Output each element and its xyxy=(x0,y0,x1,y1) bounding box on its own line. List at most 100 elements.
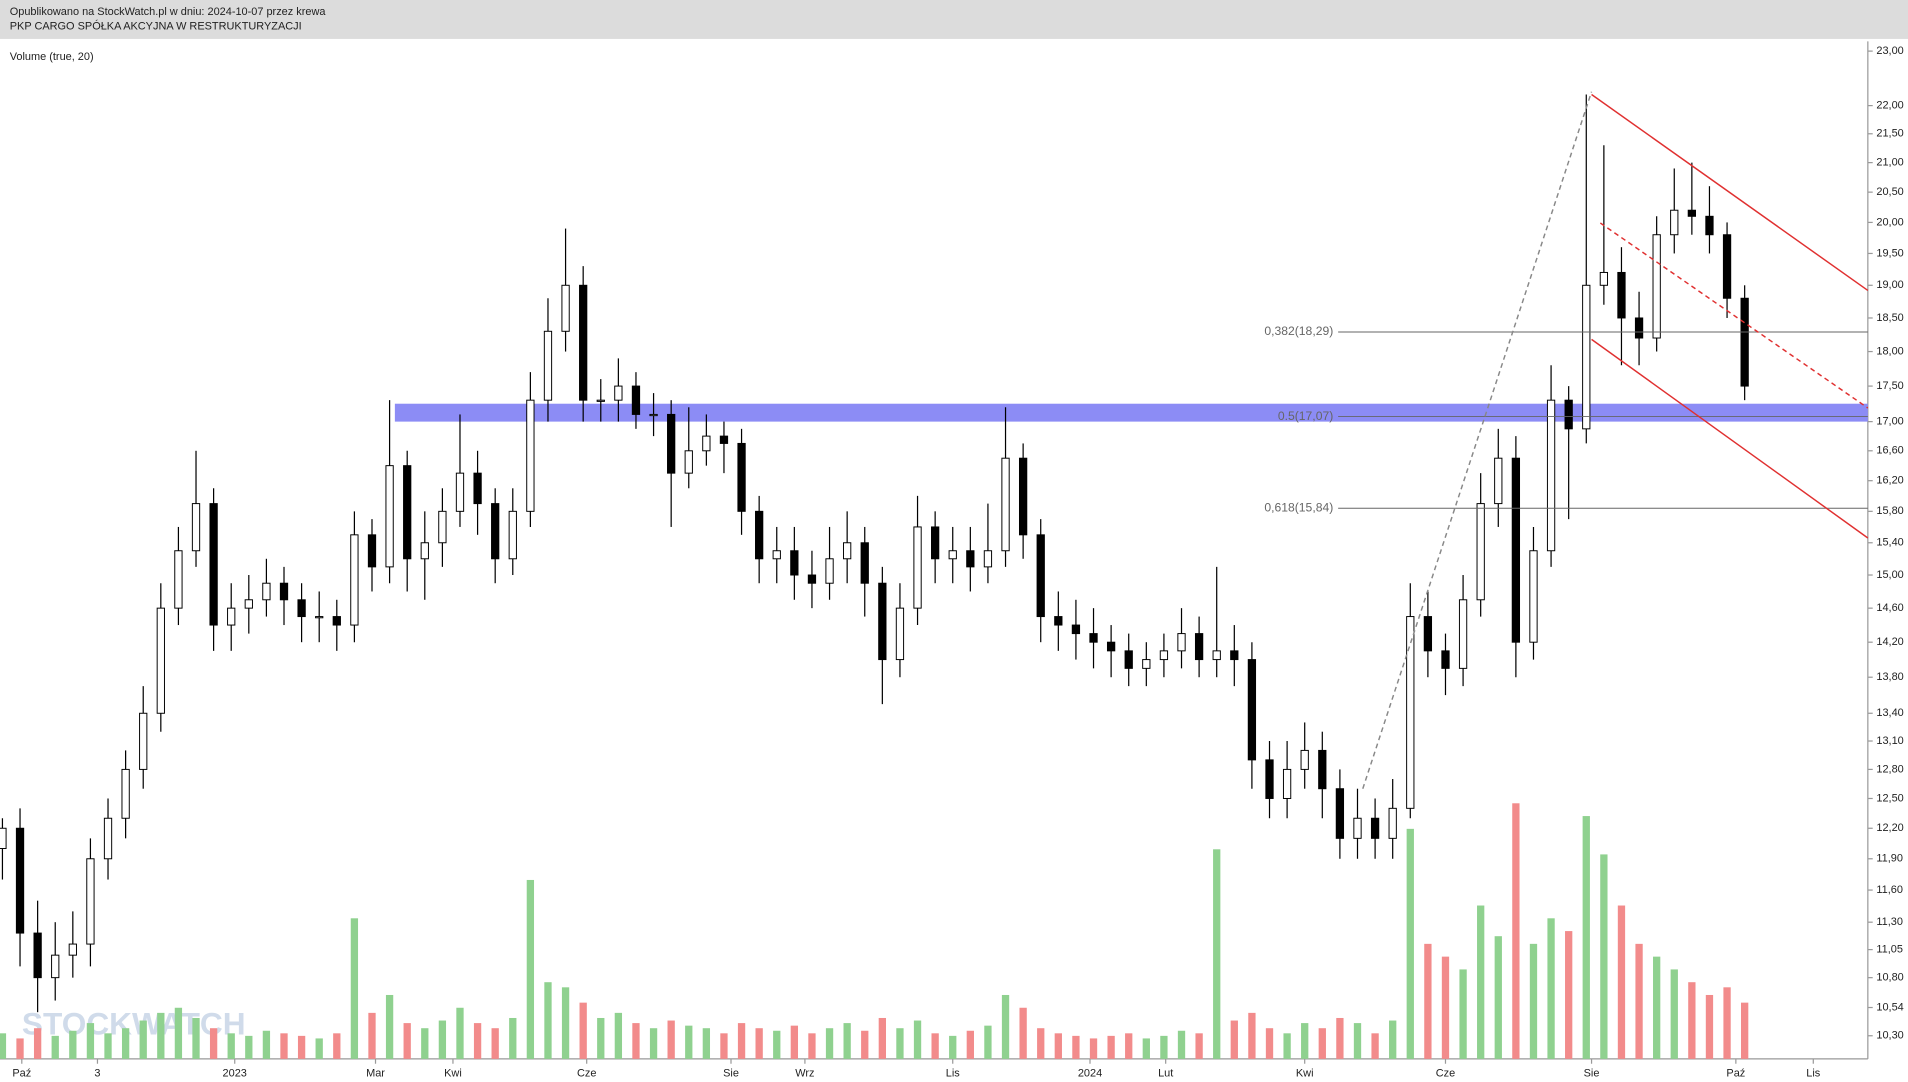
y-tick-label: 11,30 xyxy=(1876,916,1903,928)
candle-body xyxy=(1018,457,1028,536)
volume-bar xyxy=(1160,1035,1168,1059)
candle-body xyxy=(596,399,605,402)
volume-bar xyxy=(773,1030,781,1059)
trendline xyxy=(1591,93,1869,292)
volume-bar xyxy=(421,1028,429,1059)
y-tick-label: 18,00 xyxy=(1876,345,1903,357)
candle-body xyxy=(1740,297,1749,387)
candle-body xyxy=(227,607,236,626)
candle-body xyxy=(1441,650,1450,669)
volume-bar xyxy=(755,1028,763,1059)
volume-bar xyxy=(1600,854,1608,1059)
candle-body xyxy=(1106,641,1116,652)
volume-bar xyxy=(1723,987,1731,1059)
fib-label: 0,618(15,84) xyxy=(1264,500,1333,514)
volume-bar xyxy=(1406,828,1414,1059)
candle-body xyxy=(385,465,394,568)
y-tick-label: 12,50 xyxy=(1876,792,1903,804)
candle-body xyxy=(1318,749,1327,790)
candle-body xyxy=(420,542,429,560)
y-tick-label: 15,40 xyxy=(1876,537,1903,549)
y-tick-label: 13,10 xyxy=(1876,735,1903,747)
y-tick-label: 21,50 xyxy=(1876,128,1903,140)
y-tick-label: 11,05 xyxy=(1876,943,1903,955)
volume-bar xyxy=(913,1020,922,1059)
volume-bar xyxy=(632,1023,640,1059)
candle-body xyxy=(772,550,781,560)
candle-body xyxy=(702,435,711,452)
candle-body xyxy=(279,582,289,601)
volume-bar xyxy=(1125,1033,1133,1059)
candle-body xyxy=(526,399,535,512)
volume-bar xyxy=(315,1038,323,1059)
candle-body xyxy=(737,442,746,512)
volume-bar xyxy=(1547,918,1555,1059)
volume-bar xyxy=(966,1030,974,1059)
candle-body xyxy=(1124,650,1133,669)
y-tick-label: 20,00 xyxy=(1876,216,1903,228)
support-band xyxy=(394,403,1868,422)
x-tick-label: Paź xyxy=(12,1067,31,1079)
y-tick-label: 15,00 xyxy=(1876,569,1903,581)
volume-bar xyxy=(262,1030,271,1059)
y-tick-label: 20,50 xyxy=(1876,186,1903,198)
y-tick-label: 11,90 xyxy=(1876,853,1903,865)
volume-bar xyxy=(1459,969,1467,1059)
candle-body xyxy=(209,503,218,626)
candle-body xyxy=(561,284,570,332)
candle-body xyxy=(1582,284,1591,430)
candle-body xyxy=(51,954,60,979)
candle-body xyxy=(1458,599,1468,669)
candle-body xyxy=(1494,457,1503,505)
candle-body xyxy=(1335,788,1345,839)
candle-body xyxy=(297,599,306,618)
volume-bar xyxy=(1019,1007,1027,1059)
x-tick-label: Cze xyxy=(1436,1067,1455,1079)
candle-body xyxy=(1599,271,1609,286)
candle-body xyxy=(667,413,676,474)
volume-bar xyxy=(1318,1028,1326,1059)
candle-body xyxy=(1071,624,1081,635)
volume-bar xyxy=(0,1033,7,1059)
volume-bar xyxy=(403,1023,411,1059)
candle-body xyxy=(1564,399,1573,430)
y-tick-label: 19,50 xyxy=(1876,247,1903,259)
volume-bar xyxy=(808,1033,816,1059)
volume-bar xyxy=(297,1035,306,1059)
y-tick-label: 13,80 xyxy=(1876,671,1903,683)
volume-bar xyxy=(667,1020,675,1059)
candle-body xyxy=(1476,503,1485,601)
volume-bar xyxy=(157,1012,165,1059)
volume-bar xyxy=(1477,905,1485,1059)
fib-label: 0,382(18,29) xyxy=(1264,324,1333,338)
volume-bar xyxy=(685,1025,693,1059)
candle-body xyxy=(1265,759,1274,799)
candle-body xyxy=(1300,749,1309,770)
volume-bar xyxy=(1424,943,1432,1059)
volume-bar xyxy=(121,1028,130,1059)
volume-bar xyxy=(949,1035,957,1059)
candle-body xyxy=(719,435,729,444)
volume-bar xyxy=(843,1023,851,1059)
volume-bar xyxy=(192,1017,200,1059)
volume-bar xyxy=(878,1017,886,1059)
candle-body xyxy=(68,943,77,956)
candle-body xyxy=(1159,650,1169,661)
candle-body xyxy=(843,542,852,560)
candle-body xyxy=(895,607,905,661)
volume-bar xyxy=(544,982,552,1059)
volume-bar xyxy=(1195,1033,1203,1059)
candle-body xyxy=(1529,550,1538,643)
candle-body xyxy=(649,413,658,417)
y-tick-label: 14,60 xyxy=(1876,602,1903,614)
volume-bar xyxy=(1265,1028,1274,1059)
candle-body xyxy=(103,817,113,860)
candle-body xyxy=(191,503,201,552)
volume-bar xyxy=(1001,994,1010,1059)
x-tick-label: Lis xyxy=(946,1067,961,1079)
y-tick-label: 23,00 xyxy=(1876,45,1903,57)
candle-body xyxy=(755,510,764,560)
volume-bar xyxy=(1741,1002,1749,1059)
trendline xyxy=(1591,338,1869,539)
